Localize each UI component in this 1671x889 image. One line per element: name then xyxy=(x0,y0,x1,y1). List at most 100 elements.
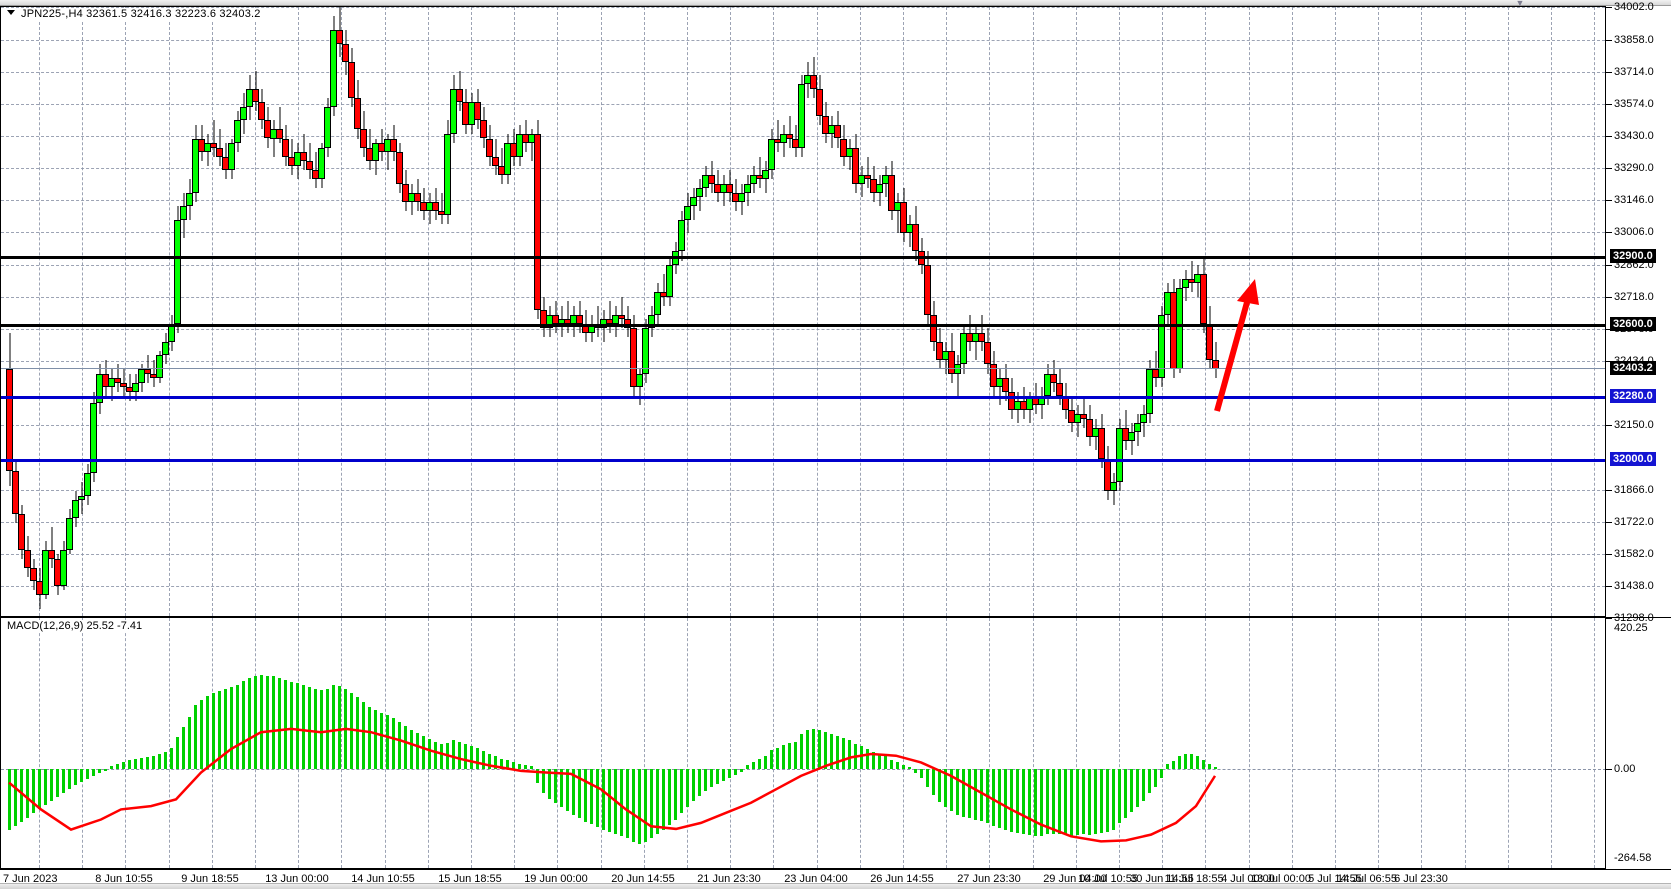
macd-histogram-bar xyxy=(110,766,113,770)
candle-body xyxy=(630,328,637,388)
macd-histogram-bar xyxy=(56,769,59,798)
candle-body xyxy=(486,138,493,157)
level-line-32600.0[interactable] xyxy=(1,323,1605,327)
macd-histogram-bar xyxy=(920,769,923,778)
grid-line xyxy=(39,618,40,868)
grid-line xyxy=(1292,7,1293,616)
grid-line xyxy=(730,618,731,868)
candle-body xyxy=(48,549,55,559)
price-level-label-32900.0[interactable]: 32900.0 xyxy=(1610,249,1656,263)
candlestick xyxy=(984,7,991,616)
candle-body xyxy=(960,332,967,365)
price-level-label-32000.0[interactable]: 32000.0 xyxy=(1610,452,1656,467)
macd-histogram-bar xyxy=(776,747,779,770)
price-level-label-32600.0[interactable]: 32600.0 xyxy=(1610,316,1656,331)
macd-indicator-panel[interactable]: MACD(12,26,9) 25.52 -7.41 xyxy=(0,617,1605,869)
candlestick xyxy=(414,7,421,616)
level-line-32900.0[interactable] xyxy=(1,256,1605,259)
candlestick xyxy=(306,7,313,616)
price-axis[interactable]: 34002.0 33858.0 33714.0 33574.0 33430.0 33290… xyxy=(1605,1,1671,869)
level-line-32280.0[interactable] xyxy=(1,396,1605,400)
time-axis-tick: 7 Jun 2023 xyxy=(3,873,58,885)
time-axis-tick: 19 Jun 00:00 xyxy=(524,873,588,885)
candle-body xyxy=(690,197,697,207)
time-axis-tick: 30 Jun 14:55 xyxy=(1130,873,1194,885)
macd-histogram-bar xyxy=(146,757,149,770)
macd-histogram-bar xyxy=(1070,769,1073,836)
grid-line xyxy=(514,618,515,868)
candlestick xyxy=(1212,7,1219,616)
candle-body xyxy=(780,133,787,144)
chart-scrollbar[interactable]: ▼ xyxy=(0,0,1671,8)
macd-histogram-bar xyxy=(566,769,569,812)
grid-line xyxy=(1033,7,1034,616)
candlestick xyxy=(12,7,19,616)
tick-dash xyxy=(1605,297,1612,299)
grid-line xyxy=(1162,7,1163,616)
candlestick xyxy=(648,7,655,616)
candle-body xyxy=(612,314,619,324)
macd-histogram-bar xyxy=(1100,769,1103,833)
time-axis-tick: 8 Jun 10:55 xyxy=(95,873,153,885)
macd-histogram-bar xyxy=(914,769,917,774)
candlestick xyxy=(300,7,307,616)
macd-histogram-bar xyxy=(824,732,827,770)
candlestick xyxy=(138,7,145,616)
candle-body xyxy=(534,133,541,311)
candle-body xyxy=(432,201,439,211)
candle-body xyxy=(18,513,25,550)
candlestick xyxy=(1080,7,1087,616)
candle-wick xyxy=(387,133,388,171)
level-line-32000.0[interactable] xyxy=(1,459,1605,463)
time-axis-tick: 11 Jul 18:55 xyxy=(1164,873,1224,885)
candlestick xyxy=(30,7,37,616)
macd-histogram-bar xyxy=(290,681,293,770)
price-chart-panel[interactable]: JPN225-,H4 32361.5 32416.3 32223.6 32403… xyxy=(0,6,1605,617)
candle-body xyxy=(876,183,883,193)
grid-line xyxy=(601,7,602,616)
grid-line xyxy=(989,7,990,616)
candle-wick xyxy=(663,274,664,306)
candlestick xyxy=(924,7,931,616)
grid-line xyxy=(298,7,299,616)
price-axis-tick: 32718.0 xyxy=(1605,291,1654,303)
grid-line xyxy=(1594,618,1595,868)
candle-wick xyxy=(291,138,292,175)
candlestick xyxy=(210,7,217,616)
grid-line xyxy=(1594,7,1595,616)
price-level-label-32403.2[interactable]: 32403.2 xyxy=(1610,361,1656,376)
macd-histogram-bar xyxy=(716,769,719,784)
candle-wick xyxy=(153,359,154,388)
macd-histogram-bar xyxy=(1028,769,1031,835)
macd-histogram-bar xyxy=(338,685,341,770)
level-line-32403.2[interactable] xyxy=(1,368,1605,370)
chevron-down-icon[interactable] xyxy=(7,10,15,15)
time-axis-tick: 6 Jul 23:30 xyxy=(1394,873,1448,885)
macd-histogram-bar xyxy=(638,769,641,844)
candle-body xyxy=(618,314,625,320)
bottom-statusbar xyxy=(0,883,1671,889)
candlestick xyxy=(750,7,757,616)
macd-histogram-bar xyxy=(818,730,821,770)
candle-body xyxy=(600,319,607,329)
price-level-label-32280.0[interactable]: 32280.0 xyxy=(1610,389,1656,404)
macd-histogram-bar xyxy=(476,748,479,770)
candle-body xyxy=(1080,414,1087,419)
candlestick xyxy=(360,7,367,616)
price-axis-tick: 33858.0 xyxy=(1605,34,1654,46)
candlestick xyxy=(42,7,49,616)
candlestick xyxy=(816,7,823,616)
macd-histogram-bar xyxy=(176,736,179,770)
candle-body xyxy=(264,120,271,139)
macd-histogram-bar xyxy=(890,759,893,770)
price-axis-tick: 32150.0 xyxy=(1605,419,1654,431)
candle-body xyxy=(252,88,259,103)
macd-histogram-bar xyxy=(1166,764,1169,770)
candle-body xyxy=(336,30,343,44)
candlestick xyxy=(1044,7,1051,616)
grid-line xyxy=(212,7,213,616)
macd-histogram-bar xyxy=(1130,769,1133,813)
macd-histogram-bar xyxy=(26,769,29,818)
drag-handle-icon[interactable]: ▼ xyxy=(1515,0,1525,8)
